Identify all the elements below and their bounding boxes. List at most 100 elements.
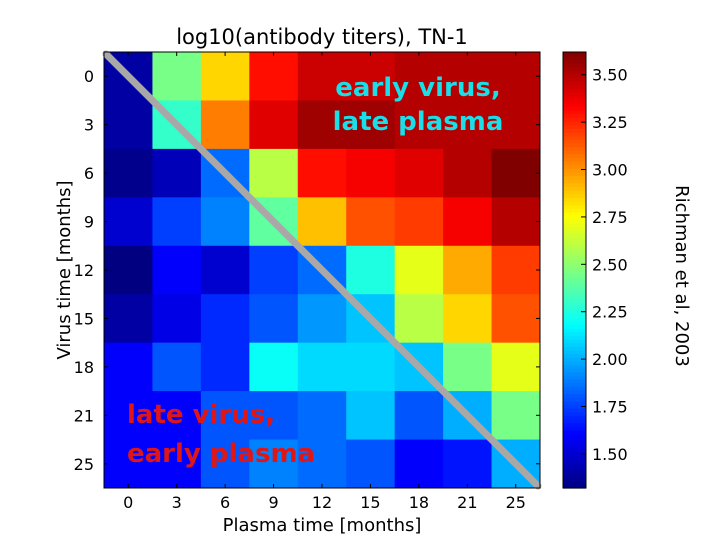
heatmap-cell — [443, 439, 493, 489]
colorbar-segment — [563, 415, 586, 420]
colorbar-segment — [563, 211, 586, 217]
colorbar-tick-label: 1.50 — [592, 445, 628, 464]
y-tick-label: 18 — [74, 358, 94, 377]
heatmap-cell — [152, 294, 202, 344]
colorbar-segment — [563, 444, 586, 449]
colorbar-segment — [563, 273, 586, 278]
colorbar-segment — [563, 433, 586, 438]
colorbar-segment — [563, 477, 586, 482]
colorbar-segment — [563, 230, 586, 235]
colorbar-segment — [563, 302, 586, 307]
colorbar-segment — [563, 182, 586, 188]
colorbar-segment — [563, 270, 586, 275]
x-tick-label: 3 — [172, 493, 182, 512]
heatmap-cell — [443, 52, 493, 101]
colorbar-segment — [563, 313, 586, 318]
diagonal-line — [102, 50, 542, 490]
x-tick-label: 6 — [220, 493, 230, 512]
colorbar-segment — [563, 255, 586, 260]
colorbar-segment — [563, 451, 586, 456]
heatmap-cell — [491, 52, 541, 101]
axis-ticks: 0 3 6 9 12 15 18 21 25 0 3 6 9 12 15 18 21 25 — [74, 52, 540, 512]
colorbar-segment — [563, 91, 586, 97]
colorbar-segment — [563, 81, 586, 86]
colorbar-segment — [563, 168, 586, 173]
heatmap-cell — [249, 100, 299, 150]
colorbar-tick-label: 3.00 — [592, 161, 628, 180]
heatmap-cells — [104, 52, 541, 489]
heatmap-cell — [152, 197, 202, 247]
heatmap-cell — [152, 342, 202, 392]
heatmap-cell — [297, 294, 347, 344]
colorbar-segment — [563, 397, 586, 402]
colorbar-segment — [563, 215, 586, 220]
colorbar-segment — [563, 186, 586, 191]
heatmap-cell — [443, 197, 493, 247]
colorbar-segment — [563, 102, 586, 108]
heatmap-cell — [249, 342, 299, 392]
heatmap-cell — [443, 245, 493, 295]
colorbar-segment — [563, 426, 586, 431]
y-tick-label: 9 — [84, 213, 94, 232]
colorbar-segment — [563, 335, 586, 340]
colorbar-segment — [563, 306, 586, 311]
heatmap-cell — [443, 294, 493, 344]
colorbar-segment — [563, 484, 586, 489]
colorbar-segment — [563, 458, 586, 464]
heatmap-cell — [104, 245, 153, 295]
colorbar-segment — [563, 77, 586, 82]
heatmap-cell — [152, 52, 202, 101]
colorbar-segment — [563, 299, 586, 304]
colorbar-segment — [563, 455, 586, 460]
colorbar-segment — [563, 262, 586, 267]
colorbar-segment — [563, 375, 586, 380]
heatmap-cell — [200, 52, 250, 101]
colorbar-segment — [563, 280, 586, 286]
colorbar-frame — [562, 51, 587, 489]
colorbar-segment — [563, 364, 586, 369]
colorbar-segment — [563, 164, 586, 169]
colorbar-segment — [563, 320, 586, 326]
colorbar-segment — [563, 204, 586, 209]
x-tick-label: 18 — [409, 493, 429, 512]
heatmap-cell — [346, 391, 396, 441]
heatmap-cell — [346, 148, 396, 198]
colorbar-segment — [563, 466, 586, 471]
annotation-late-plasma: late plasma — [333, 107, 504, 137]
heatmap-cell — [394, 245, 444, 295]
heatmap-cell — [249, 439, 299, 489]
heatmap-cell — [394, 391, 444, 441]
heatmap-cell — [346, 100, 396, 150]
colorbar-segment — [563, 84, 586, 89]
colorbar-segment — [563, 473, 586, 478]
y-tick-label: 0 — [84, 67, 94, 86]
heatmap-cell — [200, 294, 250, 344]
heatmap-cell — [200, 439, 250, 489]
colorbar-segment — [563, 266, 586, 271]
annotation-early-virus: early virus, — [335, 73, 500, 103]
colorbar-segment — [563, 73, 586, 79]
heatmap-cell — [297, 148, 347, 198]
colorbar-segment — [563, 70, 586, 75]
colorbar-segment — [563, 237, 586, 242]
heatmap-cell — [346, 52, 396, 101]
colorbar-segment — [563, 371, 586, 376]
colorbar-segment — [563, 328, 586, 333]
heatmap-cell — [491, 294, 541, 344]
heatmap-cell — [491, 197, 541, 247]
colorbar-segment — [563, 161, 586, 166]
heatmap-cell — [443, 148, 493, 198]
colorbar-segment — [563, 150, 586, 155]
colorbar-segment — [563, 190, 586, 195]
colorbar-segment — [563, 400, 586, 406]
colorbar-segment — [563, 197, 586, 202]
colorbar-segment — [563, 208, 586, 213]
colorbar-segment — [563, 131, 586, 137]
colorbar-tick-label: 2.00 — [592, 350, 628, 369]
colorbar-segment — [563, 88, 586, 93]
colorbar-segment — [563, 309, 586, 315]
colorbar-segment — [563, 146, 586, 151]
heatmap-cell — [297, 197, 347, 247]
colorbar-segment — [563, 171, 586, 177]
